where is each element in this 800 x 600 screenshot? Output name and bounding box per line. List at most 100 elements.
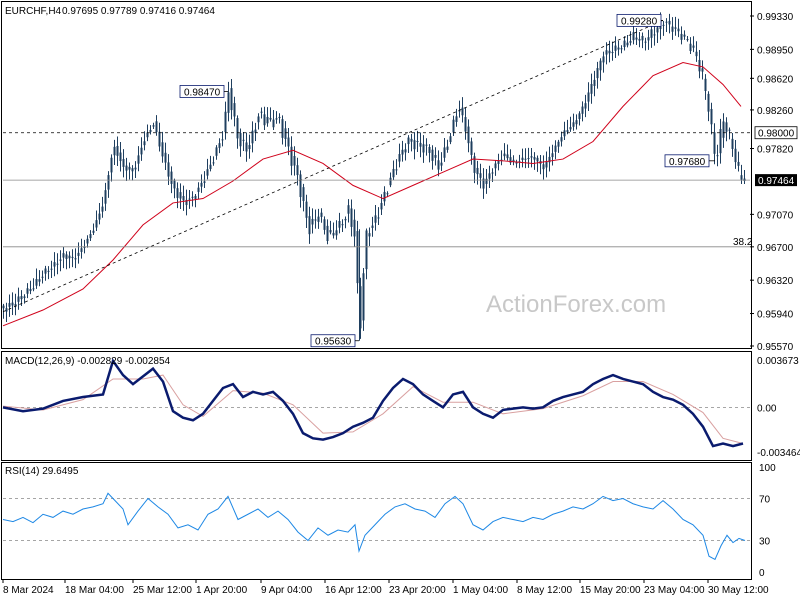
candle-body [272, 119, 275, 128]
candle-body [464, 117, 467, 132]
candle-body [278, 116, 281, 119]
candle-body [569, 127, 572, 130]
candle-body [452, 119, 455, 133]
candle-body [470, 141, 473, 155]
candle-body [638, 38, 641, 41]
candle-body [725, 122, 728, 132]
candle-body [545, 161, 548, 168]
candle-body [509, 157, 512, 163]
candle-body [446, 146, 449, 150]
price-axis-tick-label: 0.97070 [757, 210, 794, 221]
candle-body [668, 20, 671, 25]
candle-body [20, 296, 23, 300]
candle-body [656, 27, 659, 33]
candle-body [635, 37, 638, 40]
candle-body [260, 111, 263, 113]
candle-body [125, 165, 128, 171]
candle-body [353, 219, 356, 237]
candle-body [134, 167, 137, 170]
candle-body [404, 149, 407, 153]
candle-body [422, 144, 425, 153]
candle-body [38, 279, 41, 282]
candle-body [482, 178, 485, 189]
candle-body [641, 35, 644, 41]
candle-body [308, 216, 311, 235]
candle-body [35, 278, 38, 286]
candle-body [626, 42, 629, 46]
candle-body [431, 149, 434, 161]
candle-body [80, 248, 83, 252]
candle-body [2, 305, 5, 309]
candle-body [152, 125, 155, 127]
candle-body [269, 117, 272, 120]
candle-body [143, 141, 146, 146]
candle-body [332, 232, 335, 236]
candle-body [215, 147, 218, 156]
price-axis-tick-label: 0.99330 [757, 12, 794, 23]
candle-body [650, 29, 653, 38]
candle-body [515, 162, 518, 164]
candle-body [47, 270, 50, 272]
candle-body [239, 133, 242, 147]
candle-body [11, 302, 14, 306]
candle-body [557, 141, 560, 147]
candle-body [116, 145, 119, 156]
candle-body [440, 162, 443, 166]
candle-body [230, 88, 233, 111]
x-axis-tick-label: 30 May 12:00 [708, 585, 769, 596]
candle-body [173, 180, 176, 189]
candle-body [356, 231, 359, 284]
candle-body [92, 230, 95, 233]
candle-body [620, 48, 623, 50]
candle-body [107, 175, 110, 190]
candle-body [614, 45, 617, 51]
macd-axis-tick-label: 0.003673 [757, 356, 799, 367]
moving-average-line [2, 61, 742, 327]
candle-body [128, 166, 131, 170]
candle-body [323, 219, 326, 230]
candle-body [704, 78, 707, 91]
candle-body [428, 147, 431, 153]
candle-body [737, 161, 740, 166]
candle-body [254, 129, 257, 133]
candle-body [242, 139, 245, 141]
x-axis-tick-label: 16 Apr 12:00 [325, 585, 382, 596]
candle-body [728, 129, 731, 131]
candle-body [59, 259, 62, 261]
candle-body [245, 142, 248, 152]
watermark: ActionForex.com [486, 291, 666, 318]
candle-body [455, 116, 458, 122]
x-axis-tick-label: 9 Apr 04:00 [261, 585, 313, 596]
candle-body [248, 145, 251, 150]
candle-body [281, 119, 284, 138]
fib-level-label: 38.2 [733, 237, 753, 248]
candle-body [224, 111, 227, 133]
candle-body [137, 155, 140, 164]
candle-body [476, 167, 479, 175]
candle-body [8, 303, 11, 307]
candle-body [197, 187, 200, 192]
candle-body [221, 139, 224, 141]
candle-body [209, 164, 212, 170]
macd-layer [2, 358, 750, 448]
candle-body [683, 34, 686, 37]
price-axis-tick-label: 0.95570 [757, 342, 794, 353]
macd-axis-tick-label: 0.00 [757, 403, 777, 414]
axis-layer: 0.98000 0.97464 0.99330 0.98950 0.98620 0.982… [2, 12, 800, 596]
candle-body [305, 201, 308, 218]
candle-body [23, 296, 26, 298]
candle-body [485, 178, 488, 184]
candle-body [320, 212, 323, 217]
candle-body [86, 238, 89, 244]
candle-body [461, 107, 464, 116]
candle-body [374, 215, 377, 223]
x-axis-tick-label: 25 Mar 12:00 [133, 585, 192, 596]
candle-body [98, 213, 101, 220]
candle-body [389, 177, 392, 186]
candle-body [164, 152, 167, 163]
candle-body [578, 113, 581, 119]
candle-body [155, 121, 158, 133]
candle-body [521, 157, 524, 161]
candle-body [392, 168, 395, 178]
candle-body [95, 220, 98, 228]
